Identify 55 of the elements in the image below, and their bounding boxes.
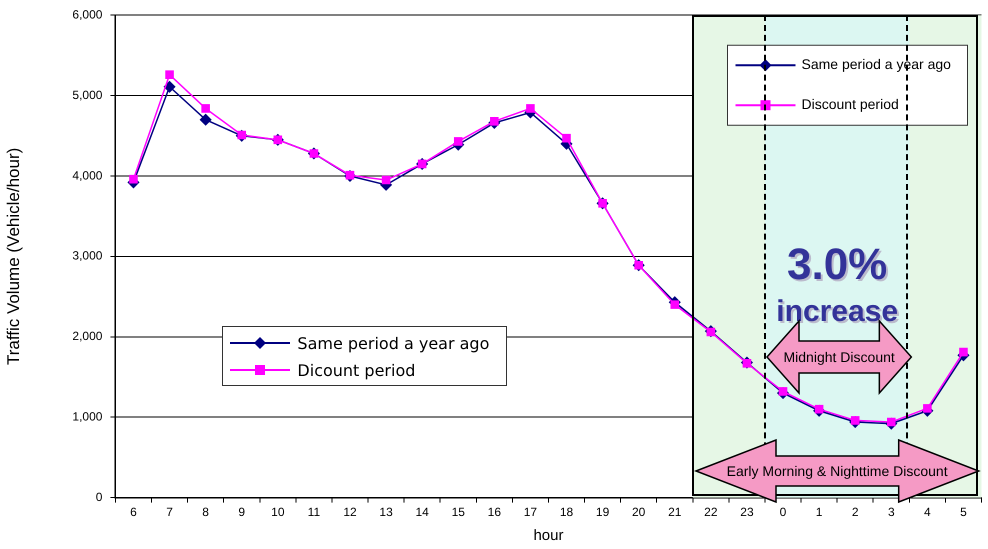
point <box>959 348 968 356</box>
x-tick-label: 3 <box>888 505 895 520</box>
x-tick-label: 16 <box>488 505 502 520</box>
x-tick-label: 10 <box>271 505 285 520</box>
point <box>237 130 246 140</box>
x-tick-label: 19 <box>596 505 610 520</box>
x-tick-label: 5 <box>960 505 968 520</box>
x-tick-label: 9 <box>238 505 246 520</box>
band-label: Midnight Discount <box>784 348 895 365</box>
y-tick-label: 2,000 <box>72 329 103 344</box>
point <box>526 104 535 113</box>
x-tick-label: 7 <box>166 505 174 520</box>
x-tick-label: 12 <box>343 505 357 520</box>
x-tick-label: 11 <box>308 505 320 520</box>
y-tick-label: 1,000 <box>72 410 103 424</box>
y-tick-label: 0 <box>96 490 103 504</box>
point <box>165 70 174 79</box>
x-tick-label: 2 <box>852 505 859 520</box>
x-tick-label: 8 <box>202 505 210 520</box>
point <box>454 137 463 146</box>
legend-label: Same period a year ago <box>802 56 952 72</box>
point <box>346 170 354 180</box>
annotation: 3.0% <box>789 242 890 291</box>
x-axis-title: hour <box>533 527 564 544</box>
annotation: Same period a year ago <box>297 334 490 353</box>
y-tick-label: 4,000 <box>72 168 103 182</box>
point <box>562 134 571 142</box>
point <box>200 114 212 126</box>
x-tick-label: 23 <box>740 505 754 520</box>
x-tick-label: 21 <box>668 505 682 520</box>
point <box>923 404 932 413</box>
point <box>670 300 680 309</box>
x-tick-label: 1 <box>816 505 823 520</box>
y-tick-label: 6,000 <box>72 8 103 22</box>
x-tick-label: 13 <box>379 505 394 520</box>
x-tick-label: 6 <box>130 505 138 520</box>
x-tick-label: 14 <box>415 505 430 520</box>
x-tick-label: 20 <box>632 505 646 520</box>
x-tick-label: 4 <box>924 505 932 520</box>
y-axis-title: Traffic Volume (Vehicle/hour) <box>4 148 23 366</box>
legend-label: Discount period <box>802 96 899 112</box>
x-tick-label: 18 <box>560 505 574 520</box>
point <box>164 81 176 93</box>
band-label: Early Morning & Nighttime Discount <box>726 462 948 479</box>
annotation: increase <box>778 296 900 330</box>
y-tick-label: 3,000 <box>72 248 103 263</box>
annotation: Dicount period <box>297 360 416 380</box>
point <box>201 104 210 113</box>
point <box>382 176 390 184</box>
point <box>129 174 138 184</box>
x-tick-label: 22 <box>704 505 718 520</box>
y-tick-label: 5,000 <box>72 88 103 102</box>
x-tick-label: 0 <box>780 505 787 520</box>
x-tick-label: 15 <box>452 505 466 520</box>
x-tick-label: 17 <box>524 505 538 520</box>
